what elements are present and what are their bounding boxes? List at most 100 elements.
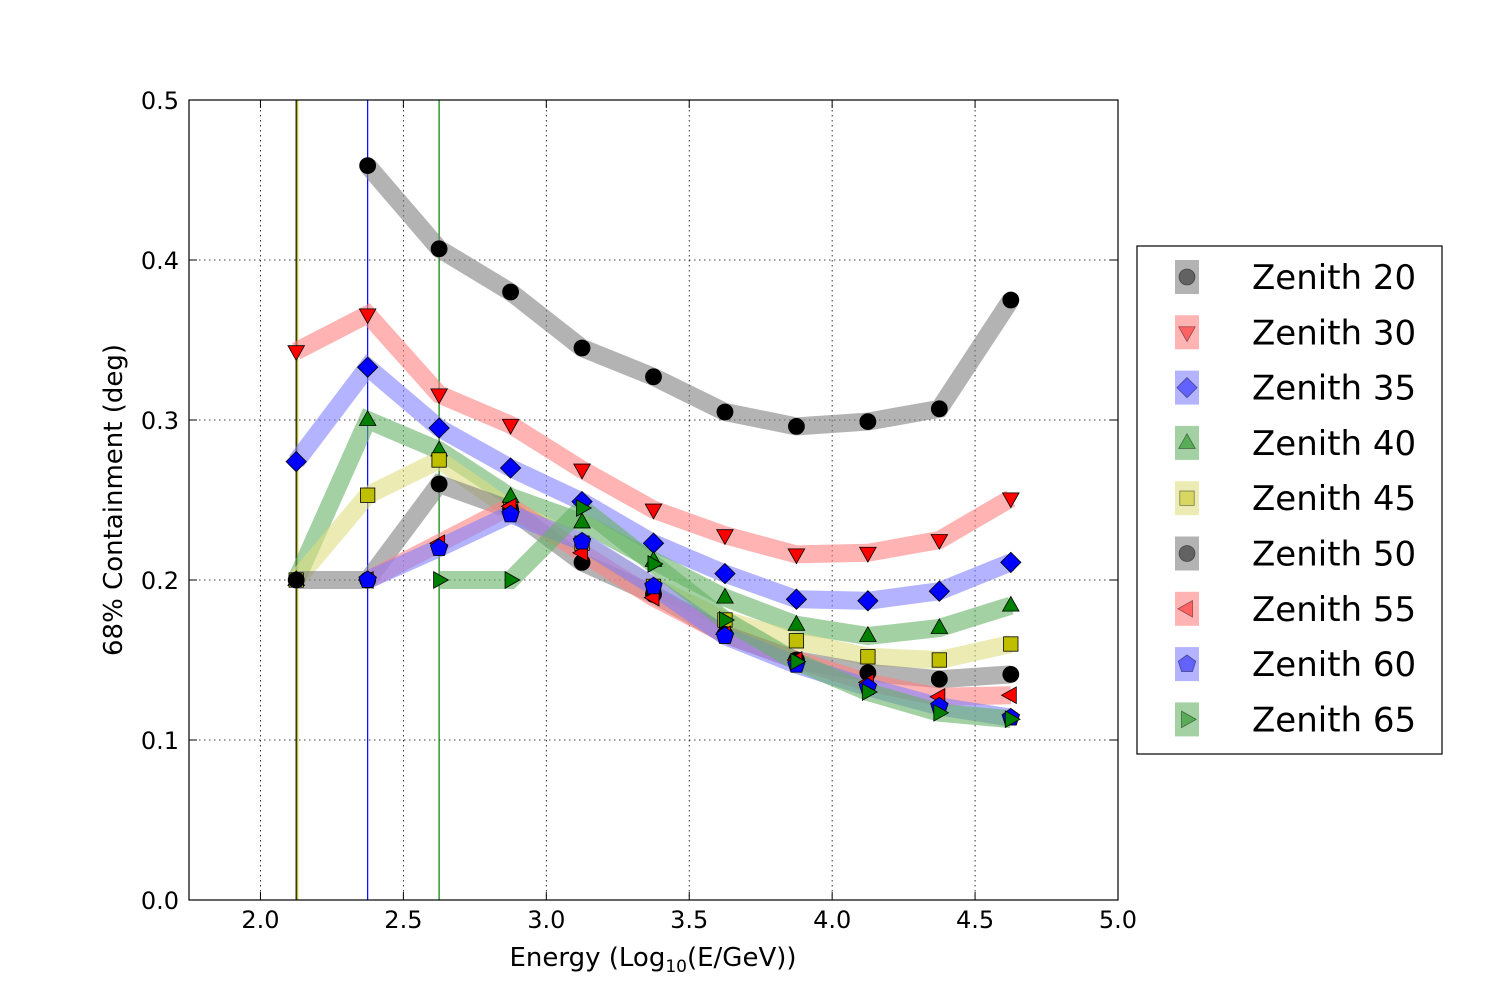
- data-point-zenith-60: [501, 504, 520, 523]
- data-point-zenith-45: [788, 633, 805, 649]
- data-point-zenith-60: [572, 531, 592, 550]
- legend-label: Zenith 60: [1252, 645, 1416, 685]
- y-tick-label: 0.2: [141, 567, 179, 595]
- data-point-zenith-60: [358, 570, 377, 588]
- data-point-zenith-30: [858, 546, 877, 563]
- x-axis-label-main: Energy (Log: [509, 943, 665, 973]
- data-point-zenith-30: [573, 463, 592, 480]
- data-point-zenith-20: [430, 240, 448, 258]
- data-point-zenith-20: [573, 339, 591, 357]
- legend-entry: Zenith 60: [1175, 645, 1416, 685]
- y-tick-label: 0.4: [141, 247, 179, 275]
- legend-label: Zenith 40: [1252, 424, 1416, 464]
- data-point-zenith-40: [573, 512, 592, 529]
- series-markers-layer: [285, 157, 1022, 729]
- legend-entry: Zenith 55: [1175, 590, 1416, 630]
- x-axis-label: Energy (Log10(E/GeV)): [509, 943, 796, 977]
- data-point-zenith-60: [644, 576, 663, 595]
- legend-marker: [1181, 710, 1198, 729]
- data-point-zenith-20: [930, 400, 948, 418]
- legend-entry: Zenith 45: [1175, 479, 1416, 519]
- legend-swatch: [1175, 536, 1199, 571]
- x-tick-label: 3.5: [670, 906, 708, 934]
- y-tick-label: 0.1: [141, 727, 179, 755]
- legend-swatch: [1175, 591, 1199, 626]
- data-point-zenith-30: [930, 534, 949, 551]
- legend-label: Zenith 35: [1252, 369, 1416, 409]
- data-point-zenith-65: [647, 555, 664, 573]
- x-axis-label-end: (E/GeV)): [687, 943, 797, 973]
- data-point-zenith-45: [931, 652, 947, 668]
- y-tick-label: 0.3: [141, 407, 179, 435]
- y-tick-label: 0.5: [141, 87, 179, 115]
- data-point-zenith-45: [1003, 636, 1019, 652]
- grid-layer: [189, 100, 1118, 900]
- data-point-zenith-40: [930, 617, 949, 634]
- data-point-zenith-65: [433, 571, 450, 589]
- legend-entry: Zenith 20: [1175, 258, 1416, 298]
- data-point-zenith-45: [360, 487, 376, 503]
- legend-label: Zenith 30: [1252, 313, 1416, 353]
- legend-entry: Zenith 35: [1175, 369, 1416, 409]
- data-point-zenith-35: [428, 417, 450, 439]
- data-point-zenith-35: [857, 590, 879, 612]
- x-tick-label: 2.0: [241, 906, 279, 934]
- data-point-zenith-65: [504, 571, 521, 589]
- data-point-zenith-30: [430, 388, 449, 405]
- data-point-zenith-65: [719, 611, 735, 629]
- data-point-zenith-60: [429, 538, 449, 556]
- data-point-zenith-20: [645, 368, 662, 386]
- x-axis-label-sub: 10: [665, 957, 687, 977]
- data-point-zenith-45: [860, 649, 876, 665]
- data-point-zenith-20: [1002, 291, 1020, 309]
- data-point-zenith-60: [715, 626, 735, 644]
- legend-label: Zenith 20: [1252, 258, 1416, 298]
- legend-label: Zenith 65: [1252, 700, 1416, 740]
- x-tick-label: 5.0: [1099, 906, 1137, 934]
- data-point-zenith-40: [1001, 595, 1020, 612]
- legend-entry: Zenith 65: [1175, 700, 1416, 740]
- data-point-zenith-40: [358, 409, 377, 426]
- data-point-zenith-30: [358, 308, 377, 325]
- legend-entry: Zenith 40: [1175, 424, 1416, 464]
- data-point-zenith-35: [785, 588, 808, 610]
- legend-swatch: [1175, 370, 1199, 405]
- data-point-zenith-65: [790, 652, 807, 671]
- legend-entry: Zenith 30: [1175, 313, 1416, 353]
- legend-swatch: [1175, 315, 1199, 350]
- legend-label: Zenith 45: [1252, 479, 1416, 519]
- legend-marker: [1178, 268, 1196, 286]
- data-point-zenith-35: [356, 356, 379, 378]
- legend-entry: Zenith 50: [1175, 535, 1416, 575]
- x-tick-label: 4.0: [813, 906, 851, 934]
- legend-marker: [1177, 654, 1197, 672]
- data-point-zenith-35: [714, 562, 736, 585]
- legend-marker: [1176, 376, 1198, 399]
- data-point-zenith-30: [715, 529, 734, 546]
- tick-layer: 2.0 2.5 3.0 3.5 4.0 4.5 5.0 0.0 0.1 0.2 0.3 0.4 0.5: [141, 87, 1137, 934]
- data-point-zenith-35: [928, 580, 951, 602]
- legend-swatch: [1175, 481, 1199, 516]
- y-tick-label: 0.0: [141, 887, 179, 915]
- legend-marker: [1178, 545, 1196, 562]
- legend-swatch: [1175, 260, 1199, 294]
- data-point-zenith-35: [499, 457, 522, 479]
- series-band-zenith-20: [360, 159, 1019, 436]
- legend-label: Zenith 55: [1252, 590, 1416, 630]
- legend-marker: [1179, 490, 1195, 506]
- x-tick-label: 4.5: [956, 906, 994, 934]
- axis-labels: Energy (Log10(E/GeV)) 68% Containment (d…: [99, 344, 797, 977]
- data-point-zenith-20: [716, 403, 734, 421]
- legend-marker: [1178, 432, 1196, 449]
- data-point-zenith-20: [788, 417, 805, 435]
- data-point-zenith-30: [287, 345, 306, 362]
- legend-swatch: [1175, 647, 1199, 682]
- legend-items: Zenith 20 Zenith 30 Zenith 35 Zenith 40 Zeni…: [1175, 258, 1416, 740]
- plot-frame: [188, 99, 1119, 901]
- data-point-zenith-35: [285, 450, 307, 473]
- legend: Zenith 20 Zenith 30 Zenith 35 Zenith 40 Zeni…: [1136, 245, 1443, 755]
- data-point-zenith-30: [1001, 492, 1020, 509]
- legend-marker: [1178, 326, 1196, 343]
